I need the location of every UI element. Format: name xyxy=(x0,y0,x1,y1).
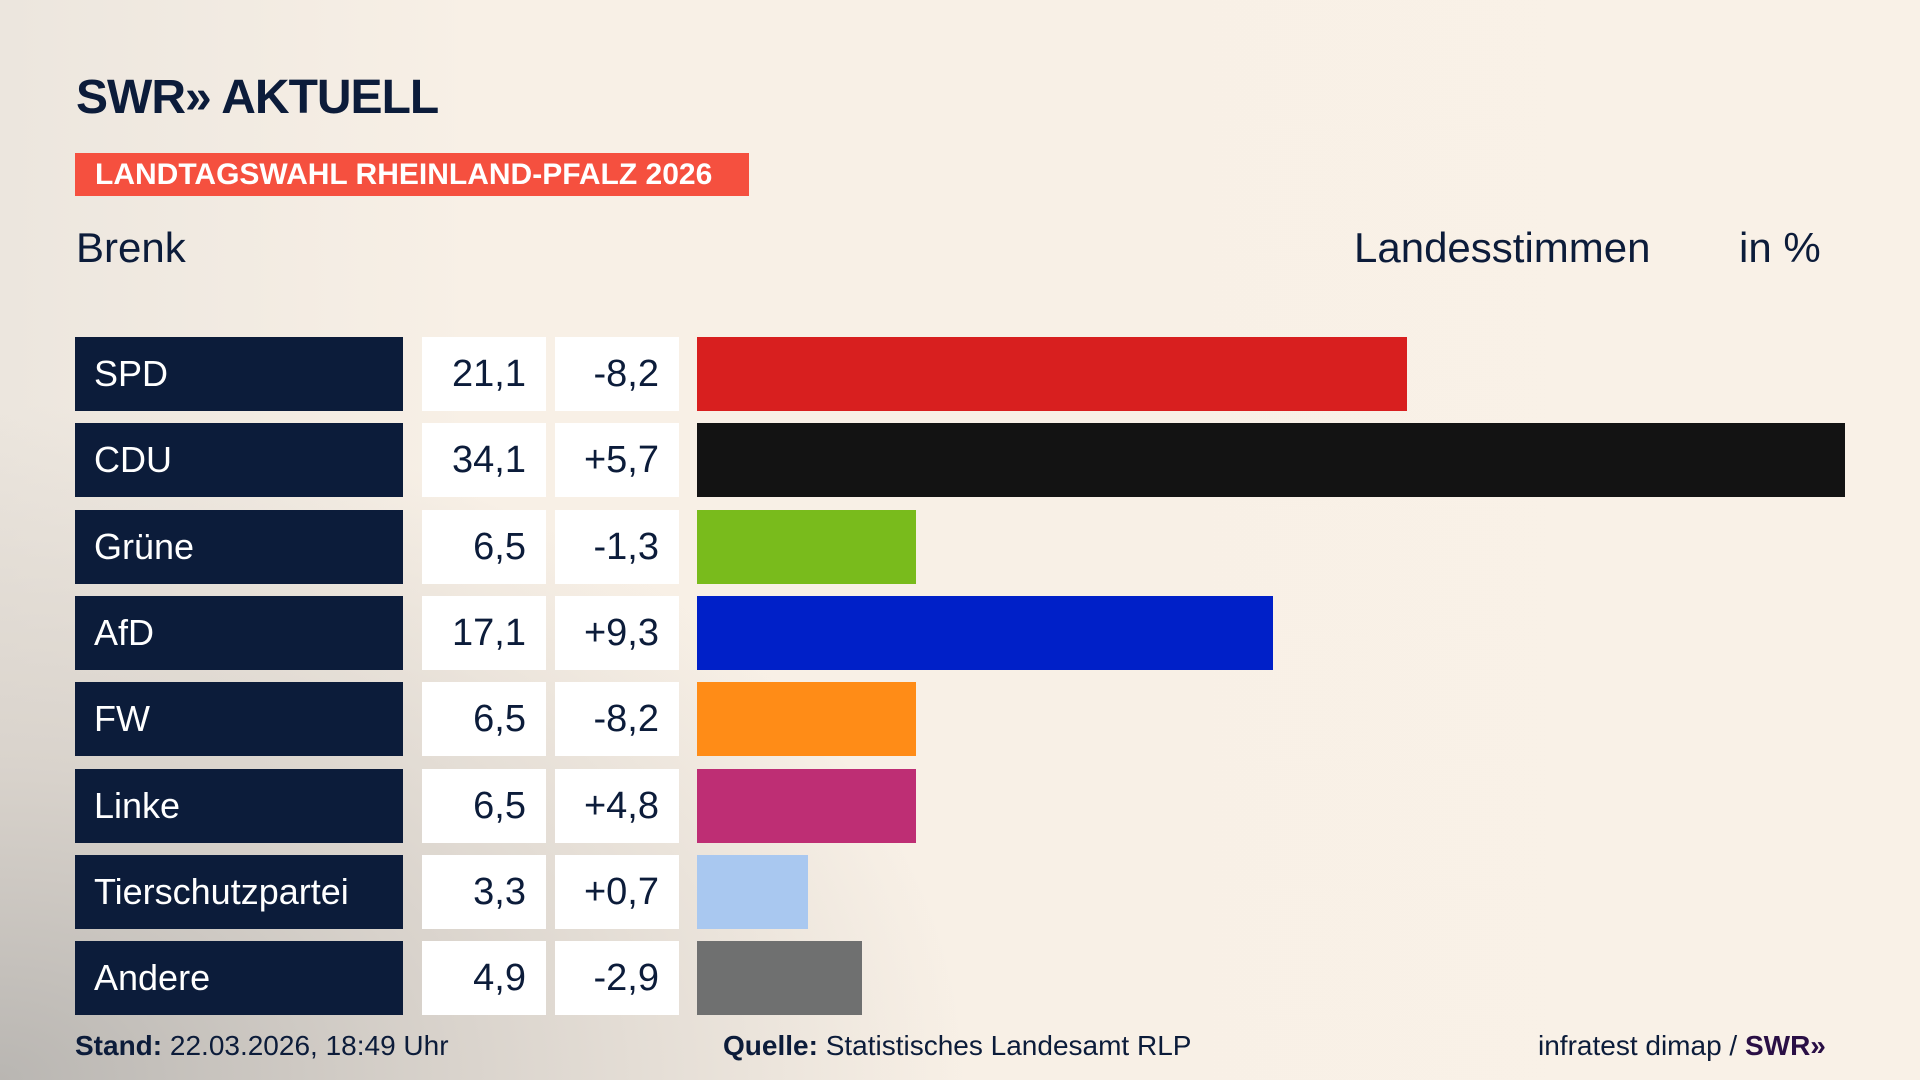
party-name: Tierschutzpartei xyxy=(75,854,403,929)
source: Quelle: Statistisches Landesamt RLP xyxy=(723,1030,1191,1062)
unit-label: in % xyxy=(1739,224,1821,271)
election-banner: LANDTAGSWAHL RHEINLAND-PFALZ 2026 xyxy=(75,153,749,196)
party-bar xyxy=(697,854,809,929)
party-bar xyxy=(697,682,916,757)
party-name: FW xyxy=(75,682,403,757)
party-value: 6,5 xyxy=(422,509,546,584)
region-title: Brenk xyxy=(76,224,186,271)
swr-small-logo: SWR» xyxy=(1744,1030,1826,1061)
stand-value: 22.03.2026, 18:49 Uhr xyxy=(169,1030,449,1061)
measure-label: Landesstimmen xyxy=(1354,224,1651,271)
party-bar xyxy=(697,768,916,843)
party-change: -2,9 xyxy=(555,941,679,1016)
party-name: Grüne xyxy=(75,509,403,584)
party-value: 21,1 xyxy=(422,337,546,411)
party-bar xyxy=(697,941,862,1016)
party-value: 34,1 xyxy=(422,423,546,498)
timestamp: Stand: 22.03.2026, 18:49 Uhr xyxy=(75,1030,449,1062)
party-change: +9,3 xyxy=(555,595,679,670)
party-value: 6,5 xyxy=(422,682,546,757)
party-value: 4,9 xyxy=(422,941,546,1016)
party-value: 6,5 xyxy=(422,768,546,843)
party-change: +4,8 xyxy=(555,768,679,843)
party-value: 3,3 xyxy=(422,854,546,929)
party-name: CDU xyxy=(75,423,403,498)
party-change: +0,7 xyxy=(555,854,679,929)
party-bar xyxy=(697,337,1408,411)
party-name: Andere xyxy=(75,941,403,1016)
party-bar xyxy=(697,423,1845,498)
party-change: -1,3 xyxy=(555,509,679,584)
party-bar xyxy=(697,595,1273,670)
party-change: -8,2 xyxy=(555,337,679,411)
source-value: Statistisches Landesamt RLP xyxy=(825,1030,1192,1061)
credit-text: infratest dimap / xyxy=(1538,1030,1738,1061)
party-bar xyxy=(697,509,916,584)
party-change: -8,2 xyxy=(555,682,679,757)
swr-aktuell-logo: SWR» AKTUELL xyxy=(76,71,439,124)
party-name: AfD xyxy=(75,595,403,670)
source-label: Quelle: xyxy=(723,1030,818,1061)
credit: infratest dimap / SWR» xyxy=(1538,1030,1826,1062)
party-change: +5,7 xyxy=(555,423,679,498)
party-value: 17,1 xyxy=(422,595,546,670)
stand-label: Stand: xyxy=(75,1030,163,1061)
party-name: SPD xyxy=(75,337,403,411)
party-name: Linke xyxy=(75,768,403,843)
